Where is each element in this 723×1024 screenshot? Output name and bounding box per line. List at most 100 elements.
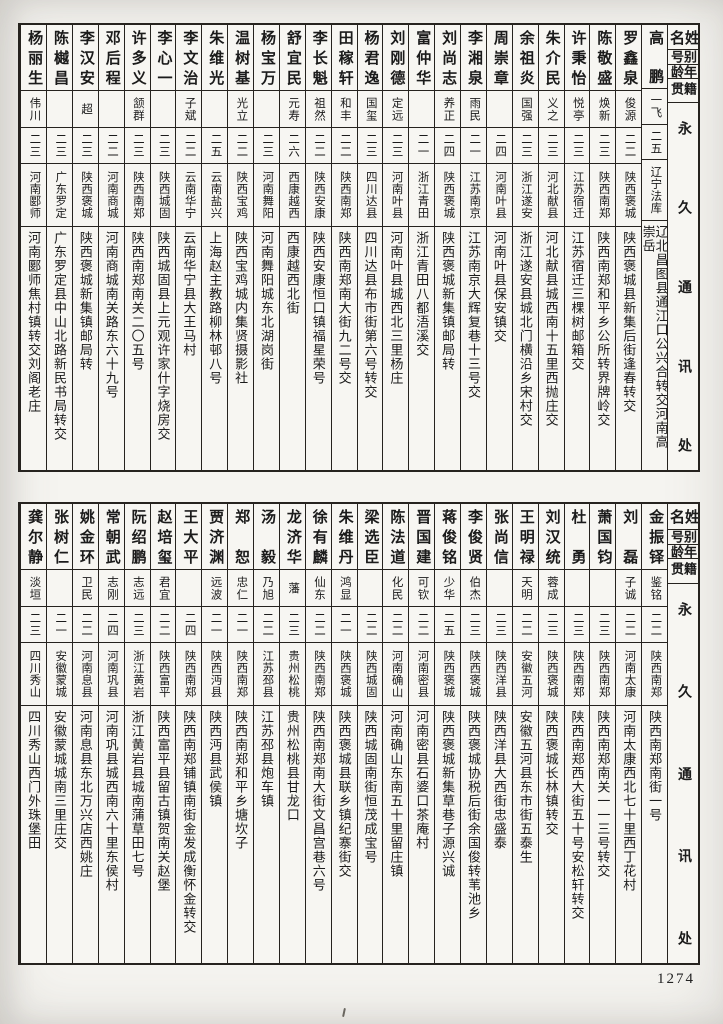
entry-alias: 悦亭 bbox=[571, 96, 584, 122]
entry-alias-cell: 光立 bbox=[228, 91, 253, 128]
entry-native-place-cell: 贵州松桃 bbox=[279, 643, 305, 706]
entry-address: 陕西安康恒口镇福星荣号 bbox=[310, 231, 326, 385]
entry-name: 田稼轩 bbox=[336, 30, 353, 85]
entry-age: 二二 bbox=[364, 612, 377, 637]
entry-native-place-cell: 河南太康 bbox=[616, 643, 642, 706]
entry-alias-cell: 君宜 bbox=[150, 570, 176, 607]
entry-alias: 和丰 bbox=[338, 96, 351, 122]
entry-alias-cell: 颔群 bbox=[124, 91, 150, 128]
entry-address: 浙江青田八都浯溪交 bbox=[414, 231, 430, 357]
entry-name-cell: 李长魁 bbox=[305, 25, 331, 91]
entry-name: 杨宝万 bbox=[258, 30, 275, 85]
entry-name: 朱介民 bbox=[543, 30, 560, 85]
directory-entry-column: 罗鑫泉 俊源 二二 陕西褒城 陕西褒城县新集后街逢春转交 bbox=[615, 25, 642, 470]
directory-entry-column: 田稼轩 和丰 二二 陕西南郑 陕西南郑南大街九二号交 bbox=[330, 25, 357, 470]
entry-address-cell: 陕西宝鸡城内集贤摄影社 bbox=[228, 227, 253, 470]
entry-name: 龚尔静 bbox=[26, 509, 43, 564]
entry-address-cell: 陕西褒城新集草巷子源兴诚 bbox=[435, 706, 460, 963]
entry-address-cell: 上海赵主教路柳林邨八号 bbox=[202, 227, 227, 470]
row-header-name-cell: 姓名 bbox=[668, 25, 698, 51]
entry-alias: 子斌 bbox=[183, 96, 196, 122]
entry-native-place: 河南叶县 bbox=[390, 171, 403, 219]
page-number: 1274 bbox=[657, 971, 695, 987]
entry-age: 二三 bbox=[597, 133, 610, 158]
entry-age: 二三 bbox=[157, 133, 170, 158]
entry-native-place-cell: 四川秀山 bbox=[21, 643, 46, 706]
entry-address: 河南确山东南五十里留庄镇 bbox=[388, 710, 404, 878]
entry-native-place: 陕西褒城 bbox=[442, 171, 455, 219]
entry-address: 陕西城固南街恒茂成宝号 bbox=[362, 710, 378, 864]
row-header-name: 姓名 bbox=[668, 30, 698, 45]
entry-native-place-cell: 陕西洋县 bbox=[486, 643, 512, 706]
entry-address-cell: 陕西洋县大西街忠盛泰 bbox=[487, 706, 512, 963]
entry-name-cell: 刘刚德 bbox=[383, 25, 409, 91]
entry-alias: 少华 bbox=[442, 575, 455, 601]
entry-name-cell: 李湘泉 bbox=[461, 25, 486, 91]
entry-address: 陕西南郑和平乡塘坎子 bbox=[233, 710, 249, 850]
entry-native-place-cell: 河南郾师 bbox=[21, 164, 46, 227]
entry-alias-cell: 悦亭 bbox=[564, 91, 590, 128]
entry-native-place: 陕西褒城 bbox=[545, 650, 558, 698]
entry-name-cell: 晋国建 bbox=[409, 504, 435, 570]
entry-name-cell: 温树基 bbox=[228, 25, 253, 91]
directory-entry-column: 刘刚德 定远 二三 河南叶县 河南叶县城西北三里杨庄 bbox=[382, 25, 409, 470]
entry-name-cell: 李心一 bbox=[150, 25, 176, 91]
directory-table-top: 姓名 别号 年龄 籍贯 永久通讯处 高鹏 一飞 二五 辽宁法库 bbox=[18, 23, 700, 472]
entry-name-cell: 梁选臣 bbox=[357, 504, 383, 570]
entry-alias: 鸿显 bbox=[338, 575, 351, 601]
entry-name: 萧国钧 bbox=[595, 509, 612, 564]
entry-age-cell: 二二 bbox=[383, 607, 409, 643]
entry-alias-cell: 和丰 bbox=[331, 91, 357, 128]
entry-native-place-cell: 河南确山 bbox=[383, 643, 409, 706]
row-header-age: 年龄 bbox=[669, 64, 697, 78]
entry-name-cell: 杨丽生 bbox=[21, 25, 46, 91]
entry-age-cell: 二五 bbox=[435, 607, 460, 643]
entry-name-cell: 余祖炎 bbox=[512, 25, 538, 91]
entry-address-cell: 陕西褒城县联乡镇纪寨街交 bbox=[332, 706, 357, 963]
entry-age: 二二 bbox=[390, 612, 403, 637]
entry-address: 陕西南郑南大街文昌宫巷六号 bbox=[310, 710, 326, 892]
entry-name-cell: 杜勇 bbox=[564, 504, 590, 570]
entry-name: 陈樾昌 bbox=[51, 30, 68, 85]
entry-age-cell: 二三 bbox=[538, 607, 564, 643]
entry-alias: 鉴铭 bbox=[649, 575, 662, 601]
entry-age: 二一 bbox=[235, 612, 248, 637]
entry-native-place: 陕西城固 bbox=[364, 650, 377, 698]
entry-address-cell: 河南叶县城西北三里杨庄 bbox=[383, 227, 408, 470]
directory-entry-column: 龙济华 藩 二三 贵州松桃 贵州松桃县甘龙口 bbox=[278, 504, 305, 963]
entry-alias: 伟川 bbox=[28, 96, 41, 122]
entry-alias-cell: 俊源 bbox=[616, 91, 642, 128]
entry-address: 陕西褒城新集镇邮局转 bbox=[77, 231, 93, 371]
entry-address: 广东罗定县中山北路新民书局转交 bbox=[51, 231, 67, 441]
entry-native-place: 西康越西 bbox=[287, 171, 300, 219]
entry-age-cell: 二一 bbox=[228, 607, 253, 643]
entry-age: 二二 bbox=[416, 612, 429, 637]
entry-native-place-cell: 浙江青田 bbox=[409, 164, 435, 227]
directory-entry-column: 赵培玺 君宜 二二 陕西富平 陕西富平县留古镇贺南关赵堡 bbox=[149, 504, 176, 963]
entry-address: 河南叶县城西北三里杨庄 bbox=[388, 231, 404, 385]
entry-native-place: 陕西洋县 bbox=[494, 650, 507, 698]
entry-native-place: 陕西褒城 bbox=[80, 171, 93, 219]
entry-native-place: 四川达县 bbox=[364, 171, 377, 219]
entry-alias-cell: 远波 bbox=[202, 570, 228, 607]
row-header-native-place: 籍贯 bbox=[669, 562, 697, 576]
entry-native-place: 广东罗定 bbox=[54, 171, 67, 219]
entry-name-cell: 金振铎 bbox=[642, 504, 667, 570]
entry-native-place-cell: 陕西褒城 bbox=[435, 164, 460, 227]
entry-age-cell: 二二 bbox=[305, 128, 331, 164]
entry-age-cell: 二一 bbox=[409, 128, 435, 164]
entry-name-cell: 许秉怡 bbox=[564, 25, 590, 91]
entry-native-place: 陕西褒城 bbox=[623, 171, 636, 219]
entry-name: 张尚信 bbox=[491, 509, 508, 564]
entry-address-cell: 江苏邳县炮车镇 bbox=[254, 706, 279, 963]
entry-native-place: 浙江青田 bbox=[416, 171, 429, 219]
entry-address-cell: 安徽蒙城城南三里庄交 bbox=[47, 706, 72, 963]
entry-native-place: 云南华宁 bbox=[183, 171, 196, 219]
entry-name: 周崇章 bbox=[491, 30, 508, 85]
entry-address: 西康越西北街 bbox=[284, 231, 300, 315]
entry-address-cell: 陕西南郑和平乡公所转界牌岭交 bbox=[590, 227, 615, 470]
entry-native-place-cell: 安徽蒙城 bbox=[47, 643, 72, 706]
entry-native-place-cell: 陕西南郑 bbox=[124, 164, 150, 227]
entry-age: 二三 bbox=[571, 612, 584, 637]
entry-native-place-cell: 陕西褒城 bbox=[538, 643, 564, 706]
